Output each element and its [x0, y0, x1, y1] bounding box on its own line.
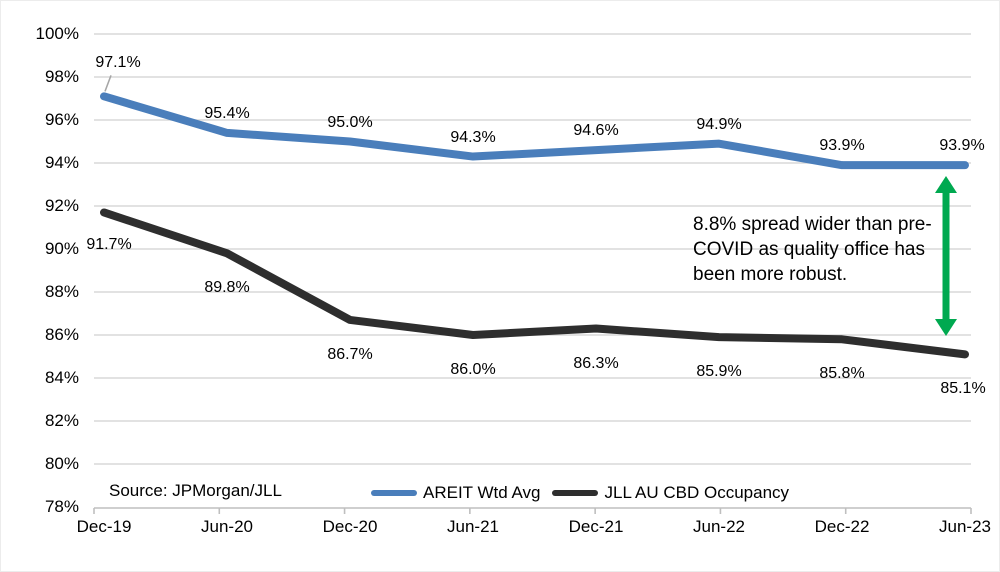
- x-axis-label: Jun-20: [201, 517, 253, 536]
- data-label: 86.0%: [450, 361, 496, 378]
- x-axis-label: Dec-19: [76, 517, 132, 536]
- y-axis-label: 78%: [44, 497, 79, 516]
- y-axis-label: 94%: [44, 153, 79, 172]
- data-label: 93.9%: [939, 137, 985, 155]
- data-label: 95.0%: [327, 113, 373, 131]
- source-note: Source: JPMorgan/JLL: [109, 481, 282, 500]
- y-axis-label: 90%: [44, 239, 79, 258]
- data-label: 85.8%: [819, 365, 865, 383]
- y-axis-label: 96%: [44, 110, 79, 129]
- legend-item-areit: AREIT Wtd Avg: [371, 483, 540, 503]
- legend: AREIT Wtd Avg JLL AU CBD Occupancy: [371, 483, 789, 503]
- y-axis-label: 80%: [44, 454, 79, 473]
- y-axis-label: 98%: [44, 67, 79, 86]
- x-axis-label: Jun-21: [447, 517, 499, 536]
- x-axis-label: Jun-23: [939, 517, 991, 536]
- areit-line-swatch: [371, 490, 417, 496]
- x-axis-label: Dec-20: [322, 517, 378, 536]
- data-label: 86.7%: [327, 345, 373, 363]
- data-label: 85.9%: [696, 363, 742, 381]
- jll-line-swatch: [552, 490, 599, 496]
- y-axis-label: 82%: [44, 411, 79, 430]
- data-label: 94.6%: [573, 122, 619, 140]
- y-axis-label: 86%: [44, 325, 79, 344]
- data-label: 94.3%: [450, 128, 496, 146]
- annotation-line: COVID as quality office has: [693, 239, 925, 260]
- spread-annotation: 8.8% spread wider than pre- COVID as qua…: [693, 212, 932, 287]
- legend-label-areit: AREIT Wtd Avg: [423, 483, 541, 502]
- data-label: 93.9%: [819, 137, 865, 155]
- x-axis-label: Dec-21: [568, 517, 624, 536]
- annotation-line: been more robust.: [693, 264, 848, 285]
- spread-arrow: [935, 176, 957, 336]
- series-line-jll: [100, 208, 969, 359]
- data-label: 91.7%: [86, 236, 132, 254]
- x-axis-label: Jun-22: [693, 517, 745, 536]
- leader-line: [104, 75, 112, 92]
- y-axis-label: 100%: [35, 24, 79, 43]
- legend-item-jll: JLL AU CBD Occupancy: [552, 483, 789, 503]
- y-axis-label: 84%: [44, 368, 79, 387]
- data-label: 95.4%: [204, 104, 250, 122]
- data-label: 86.3%: [573, 354, 619, 372]
- data-label: 94.9%: [696, 115, 742, 133]
- annotation-line: 8.8% spread wider than pre-: [693, 214, 932, 235]
- y-axis-label: 92%: [44, 196, 79, 215]
- y-axis-label: 88%: [44, 282, 79, 301]
- series-line-areit: [100, 92, 969, 170]
- legend-label-jll: JLL AU CBD Occupancy: [604, 483, 790, 502]
- data-label: 89.8%: [204, 279, 250, 297]
- data-label: 97.1%: [95, 54, 141, 72]
- x-axis-label: Dec-22: [814, 517, 870, 536]
- data-label: 85.1%: [940, 380, 986, 398]
